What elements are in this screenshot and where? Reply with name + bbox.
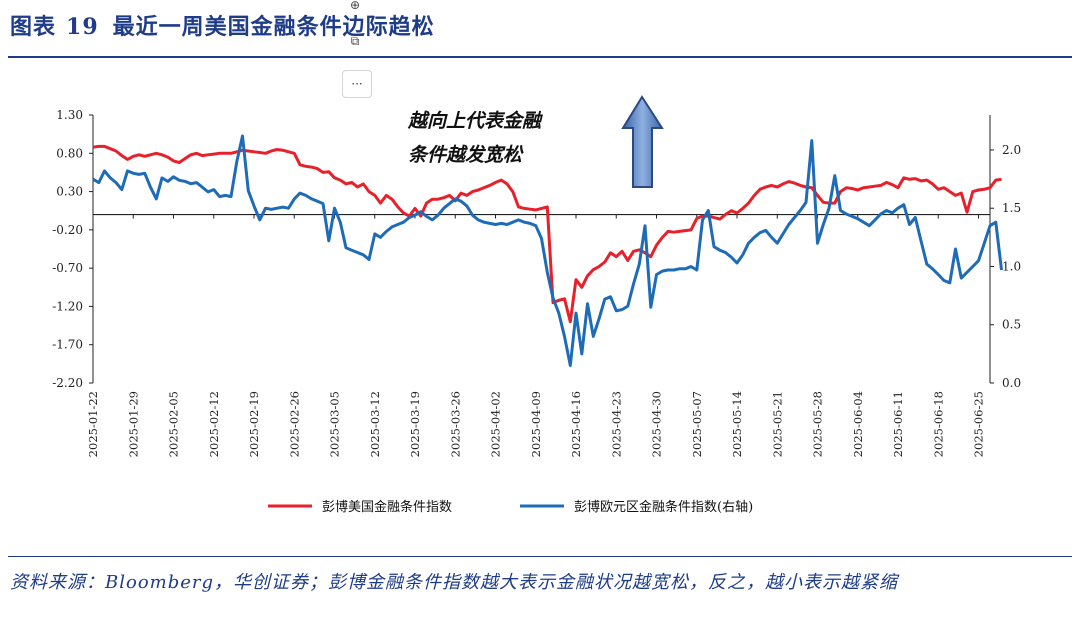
x-tick-label: 2025-02-19 — [247, 391, 261, 457]
right-tick-label: 2.0 — [1002, 143, 1021, 157]
x-tick-label: 2025-02-12 — [207, 391, 221, 457]
title-divider — [8, 56, 1072, 58]
x-tick-label: 2025-05-28 — [811, 391, 825, 457]
source-divider — [8, 556, 1072, 557]
chart-axes — [92, 115, 991, 383]
eu-fci-series-line — [92, 134, 1003, 367]
x-tick-label: 2025-04-09 — [529, 391, 543, 457]
x-tick-label: 2025-05-21 — [770, 391, 784, 457]
right-axis-ticks: 2.0 1.5 1.0 0.5 0.0 — [990, 143, 1021, 390]
x-tick-label: 2025-06-04 — [851, 391, 865, 457]
x-tick-label: 2025-01-22 — [86, 391, 100, 457]
figure-title-text: 最近一周美国金融条件边际趋松 — [112, 14, 435, 40]
annotation-line-1: 越向上代表金融 — [407, 110, 544, 132]
right-tick-label: 1.0 — [1002, 259, 1021, 273]
x-tick-label: 2025-03-05 — [328, 391, 342, 457]
us-fci-series-line — [92, 144, 1002, 324]
x-tick-label: 2025-04-16 — [569, 391, 583, 457]
left-axis-ticks: 1.30 0.80 0.30 -0.20 -0.70 -1.20 -1.70 -2.20 — [52, 108, 93, 390]
x-tick-label: 2025-03-19 — [408, 391, 422, 457]
x-tick-label: 2025-03-12 — [368, 391, 382, 457]
source-note: 资料来源：Bloomberg，华创证券；彭博金融条件指数越大表示金融状况越宽松，… — [10, 572, 899, 593]
left-tick-label: 0.30 — [56, 185, 83, 199]
figure-title: 图表 19 最近一周美国金融条件边际趋松 — [10, 9, 435, 41]
x-tick-label: 2025-06-25 — [972, 391, 986, 457]
x-tick-label: 2025-02-05 — [167, 391, 181, 457]
x-tick-label: 2025-04-02 — [489, 391, 503, 457]
left-tick-label: 1.30 — [56, 108, 83, 122]
x-tick-label: 2025-04-30 — [650, 391, 664, 457]
series-lines — [92, 134, 1003, 367]
up-arrow-icon — [621, 95, 664, 188]
right-tick-label: 1.5 — [1002, 201, 1021, 215]
left-tick-label: -1.70 — [52, 338, 83, 352]
left-tick-label: 0.80 — [56, 146, 83, 160]
right-tick-label: 0.0 — [1002, 376, 1021, 390]
annotation: 越向上代表金融 条件越发宽松 — [407, 95, 664, 188]
x-axis-ticks: 2025-01-22 2025-01-29 2025-02-05 2025-02-12… — [86, 214, 986, 457]
select-region-icon[interactable]: ⧉ — [350, 33, 360, 48]
figure-label: 图表 — [10, 14, 57, 40]
legend-label-us: 彭博美国金融条件指数 — [322, 499, 452, 515]
right-tick-label: 0.5 — [1002, 318, 1021, 332]
x-tick-label: 2025-05-07 — [690, 391, 704, 457]
legend: 彭博美国金融条件指数 彭博欧元区金融条件指数(右轴) — [268, 499, 753, 515]
x-tick-label: 2025-02-26 — [287, 391, 301, 457]
annotation-line-2: 条件越发宽松 — [408, 144, 524, 166]
left-tick-label: -0.20 — [52, 223, 83, 237]
left-tick-label: -0.70 — [52, 261, 83, 275]
more-options-button[interactable]: ··· — [342, 70, 372, 98]
legend-label-eu: 彭博欧元区金融条件指数(右轴) — [574, 499, 753, 515]
x-tick-label: 2025-06-18 — [931, 391, 945, 457]
zoom-in-icon[interactable]: ⊕ — [349, 0, 361, 12]
x-tick-label: 2025-01-29 — [126, 391, 140, 457]
figure-number: 19 — [66, 14, 99, 40]
left-tick-label: -2.20 — [52, 376, 83, 390]
line-chart: 1.30 0.80 0.30 -0.20 -0.70 -1.20 -1.70 -2.20 2.… — [52, 95, 1021, 515]
left-tick-label: -1.20 — [52, 299, 83, 313]
x-tick-label: 2025-05-14 — [730, 391, 744, 457]
x-tick-label: 2025-06-11 — [891, 391, 905, 457]
x-tick-label: 2025-03-26 — [448, 391, 462, 457]
x-tick-label: 2025-04-23 — [609, 391, 623, 457]
